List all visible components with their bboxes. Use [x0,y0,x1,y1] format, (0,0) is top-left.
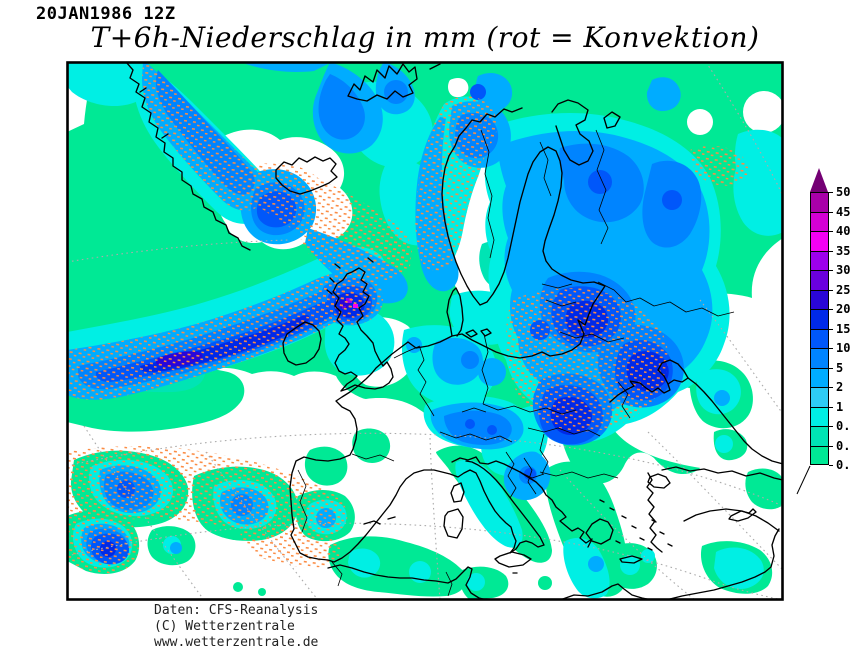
legend-tick [829,309,833,310]
footer-credits: Daten: CFS-Reanalysis (C) Wetterzentrale… [154,603,318,651]
legend-segment-10-15 [810,328,829,348]
coast-greenland [125,63,251,251]
coast-turkey-west [646,472,663,553]
coast-marmara [647,473,671,489]
legend-tick [829,426,833,427]
coast-balearics [363,516,396,525]
coast-egypt-levant [667,528,780,599]
legend-segment-40-45 [810,211,829,231]
footer-data-source: Daten: CFS-Reanalysis [154,603,319,618]
coast-blacksea-north [609,377,689,403]
country-border-layer [297,129,735,597]
coast-azov [657,359,689,385]
footer-url: www.wetterzentrale.de [154,635,319,650]
chart-title: T+6h-Niederschlag in mm (rot = Konvektio… [90,21,760,54]
legend-label-20: 20 [836,302,850,316]
coast-cyprus [728,508,757,522]
legend-label-40: 40 [836,224,850,238]
coast-aegean-islands [599,499,673,551]
coast-caucasus [687,377,782,465]
coast-svalbard [347,63,441,102]
footer-copyright: (C) Wetterzentrale [154,619,295,634]
legend-label-25: 25 [836,282,850,297]
legend-tick [829,270,833,271]
legend-tick [829,192,833,193]
legend-segment-0.2-0.5 [810,426,829,446]
convection-stipple-layer [68,63,749,574]
coast-blacksea-south [661,466,782,481]
coast-crete [619,555,643,564]
legend-pointer-line [796,465,811,495]
coast-denmark [446,287,464,337]
legend-label-1: 1 [836,399,844,414]
coast-white-sea [551,99,594,166]
legend-segment-30-35 [810,250,829,270]
legend-label-45: 45 [836,204,850,219]
coast-libya [560,583,651,599]
legend-tick [829,367,833,369]
legend-tick [829,250,833,252]
coast-peloponnese [585,518,614,545]
graticule-layer [68,63,782,599]
coast-ireland [282,321,322,366]
map-frame [66,61,784,601]
legend-label-35: 35 [836,243,850,258]
coast-britain [332,267,394,392]
legend-label-0.2: 0.2 [836,438,850,453]
legend-tick [829,465,833,466]
coast-adriatic-greece [451,456,593,548]
legend-tick [829,387,833,388]
legend-segment-35-40 [810,231,829,251]
legend-label-15: 15 [836,321,850,336]
coast-hebrides [326,257,374,295]
legend-segment-15-20 [810,309,829,329]
coast-iceland [275,156,338,195]
legend-label-5: 5 [836,360,844,375]
coast-corsica [450,482,465,503]
legend-label-2: 2 [836,380,844,394]
coast-sicily [494,551,532,574]
legend-label-30: 30 [836,263,850,277]
legend-segment-20-25 [810,289,829,309]
coastline-layer [125,63,782,599]
coast-turkey-south [683,508,780,532]
legend-label-10: 10 [836,341,850,355]
legend-segment-45-50 [810,192,829,212]
legend-segment-0.1-0.2 [810,445,829,465]
legend-tick [829,211,833,213]
coast-sardinia [443,508,464,539]
legend-tick [829,406,833,408]
legend-tick [829,289,833,291]
legend-arrow [810,168,828,192]
coast-north-africa [327,564,486,599]
legend-tick [829,348,833,349]
coast-greenland-fjord [139,87,169,139]
coast-mainland-europe [289,107,606,563]
legend-segment-1-2 [810,387,829,407]
legend-label-50: 50 [836,185,850,199]
legend-segment-25-30 [810,270,829,290]
run-timestamp: 20JAN1986 12Z [36,4,176,24]
legend-segment-2-5 [810,367,829,387]
legend-segment-0.5-1 [810,406,829,426]
legend-label-0.5: 0.5 [836,419,850,433]
coast-kanin [603,111,621,129]
legend-tick [829,445,833,447]
legend-tick [829,231,833,232]
legend-segment-5-10 [810,348,829,368]
legend-label-0.1: 0.1 [836,458,850,472]
legend-tick [829,328,833,330]
